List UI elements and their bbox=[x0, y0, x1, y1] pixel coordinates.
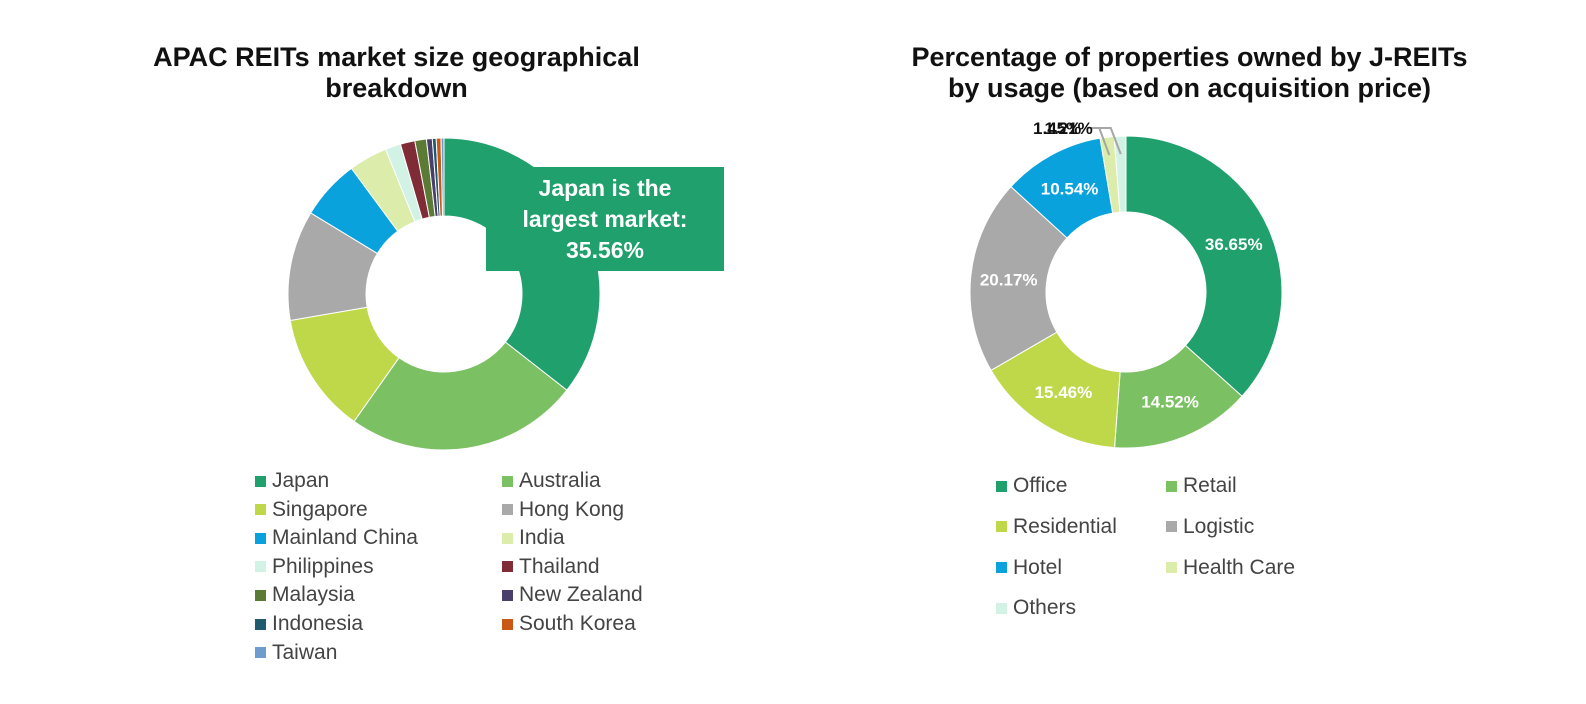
slice-taiwan bbox=[440, 137, 445, 217]
chart-panel-jreit: Percentage of properties owned by J-REIT… bbox=[793, 0, 1586, 704]
legend-swatch bbox=[255, 561, 266, 573]
legend-swatch bbox=[996, 562, 1007, 574]
legend-item-others: Others bbox=[996, 596, 1076, 620]
chart-title-apac: APAC REITs market size geographical brea… bbox=[0, 42, 793, 104]
legend-jreit: Office Retail Residential Logistic Hotel Heal… bbox=[793, 0, 1586, 704]
legend-item-thailand: Thailand bbox=[502, 555, 600, 579]
legend-swatch bbox=[1166, 480, 1177, 492]
legend-label: India bbox=[519, 526, 565, 550]
legend-item-singapore: Singapore bbox=[255, 498, 368, 522]
callout-line: 35.56% bbox=[565, 236, 644, 263]
legend-label: Australia bbox=[519, 469, 601, 492]
legend-label: Others bbox=[1013, 596, 1077, 620]
legend-swatch bbox=[996, 602, 1007, 614]
legend-swatch bbox=[502, 589, 513, 601]
chart-title-line: Percentage of properties owned by J-REIT… bbox=[911, 42, 1468, 72]
legend-item-australia: Australia bbox=[502, 469, 601, 493]
legend-label: Hong Kong bbox=[519, 497, 625, 521]
legend-label: Singapore bbox=[272, 497, 368, 521]
legend-item-hong-kong: Hong Kong bbox=[502, 498, 624, 522]
data-label-retail: 14.52% bbox=[1141, 392, 1199, 411]
legend-swatch bbox=[1166, 521, 1177, 533]
legend-item-new-zealand: New Zealand bbox=[502, 583, 643, 607]
slice-logistic bbox=[969, 185, 1068, 371]
legend-swatch bbox=[502, 475, 513, 487]
legend-item-japan: Japan bbox=[255, 469, 329, 493]
legend-label: Thailand bbox=[519, 554, 600, 578]
legend-swatch bbox=[502, 618, 513, 630]
legend-swatch bbox=[502, 532, 513, 544]
data-label-others: 1.21% bbox=[1045, 119, 1093, 138]
legend-item-office: Office bbox=[996, 474, 1067, 498]
slice-others bbox=[1113, 135, 1127, 213]
legend-swatch bbox=[255, 532, 266, 544]
legend-item-health-care: Health Care bbox=[1166, 556, 1295, 580]
data-label-hotel: 10.54% bbox=[1041, 179, 1099, 198]
legend-label: Taiwan bbox=[272, 640, 338, 664]
legend-item-retail: Retail bbox=[1166, 474, 1237, 498]
legend-item-mainland-china: Mainland China bbox=[255, 526, 418, 550]
legend-label: Philippines bbox=[272, 554, 374, 578]
legend-label: Hotel bbox=[1013, 555, 1063, 579]
legend-swatch bbox=[502, 561, 513, 573]
legend-label: Indonesia bbox=[272, 612, 364, 635]
chart-panel-apac: APAC REITs market size geographical brea… bbox=[0, 42, 793, 665]
chart-title-jreit: Percentage of properties owned by J-REIT… bbox=[793, 42, 1586, 104]
donut-chart-jreit: 36.65% 14.52% 15.46% 20.17% 10.54% 1.45%1.21% bbox=[969, 119, 1283, 449]
legend-label: Health Care bbox=[1183, 555, 1296, 579]
legend-item-south-korea: South Korea bbox=[502, 612, 636, 636]
legend-item-taiwan: Taiwan bbox=[255, 641, 337, 665]
legend-item-philippines: Philippines bbox=[255, 555, 374, 579]
legend-swatch bbox=[502, 504, 513, 516]
legend-item-india: India bbox=[502, 526, 565, 550]
legend-swatch bbox=[996, 480, 1007, 492]
legend-swatch bbox=[996, 521, 1007, 533]
slice-office bbox=[1125, 135, 1283, 397]
data-label-residential: 15.46% bbox=[1035, 383, 1093, 402]
legend-label: South Korea bbox=[519, 612, 636, 635]
legend-label: Mainland China bbox=[272, 526, 418, 550]
legend-label: Office bbox=[1013, 474, 1068, 497]
legend-swatch bbox=[1166, 562, 1177, 574]
legend-item-indonesia: Indonesia bbox=[255, 612, 363, 636]
callout-japan: Japan is the largest market: 35.56% bbox=[486, 167, 724, 271]
legend-label: Residential bbox=[1013, 514, 1117, 538]
callout-line: largest market: bbox=[522, 205, 688, 232]
legend-swatch bbox=[255, 504, 266, 516]
chart-title-line: APAC REITs market size geographical bbox=[153, 42, 640, 72]
data-label-office: 36.65% bbox=[1205, 235, 1263, 254]
legend-item-hotel: Hotel bbox=[996, 556, 1062, 580]
legend-label: Japan bbox=[272, 469, 330, 492]
legend-label: Malaysia bbox=[272, 583, 355, 607]
chart-title-line: breakdown bbox=[325, 73, 468, 103]
callout-line: Japan is the bbox=[538, 174, 672, 201]
data-label-health-care: 1.45% bbox=[1033, 119, 1081, 138]
legend-label: New Zealand bbox=[519, 583, 643, 607]
slice-australia bbox=[353, 341, 568, 451]
chart-title-line: by usage (based on acquisition price) bbox=[947, 73, 1432, 103]
legend-swatch bbox=[255, 647, 266, 659]
legend-apac: Japan Australia Singapore Hong Kong Mainland… bbox=[255, 469, 643, 665]
legend-swatch bbox=[255, 589, 266, 601]
legend-label: Logistic bbox=[1183, 514, 1255, 538]
legend-item-logistic: Logistic bbox=[1166, 515, 1254, 539]
legend-swatch bbox=[255, 475, 266, 487]
data-label-logistic: 20.17% bbox=[980, 270, 1038, 289]
legend-item-residential: Residential bbox=[996, 515, 1117, 539]
legend-label: Retail bbox=[1183, 474, 1237, 497]
legend-item-malaysia: Malaysia bbox=[255, 583, 355, 607]
leader-line-others bbox=[1098, 127, 1122, 155]
legend-swatch bbox=[255, 618, 266, 630]
